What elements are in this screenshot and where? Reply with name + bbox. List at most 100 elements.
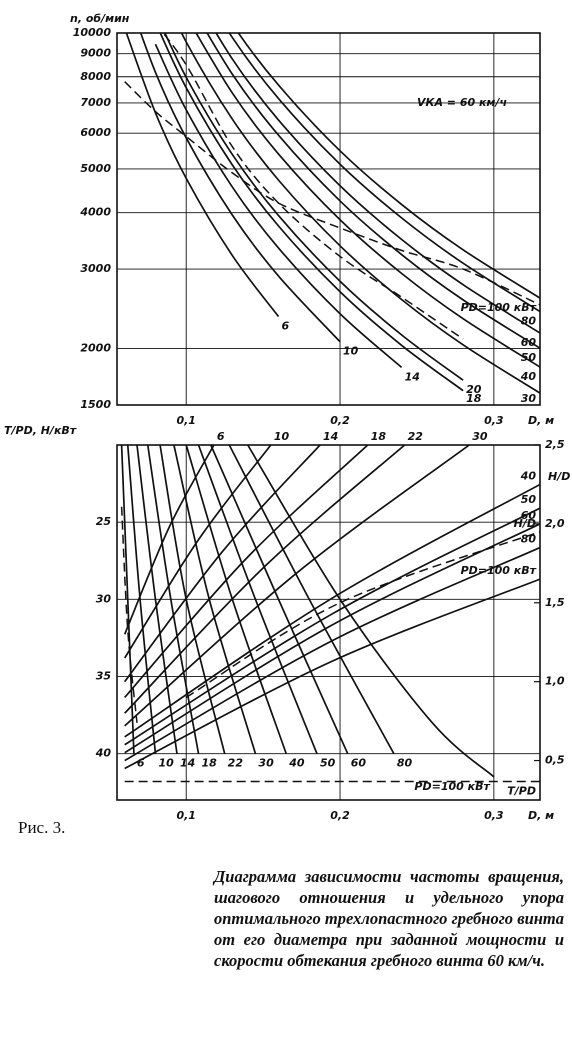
curve: [124, 483, 540, 738]
curve-label: 22: [408, 430, 424, 443]
curve-label: 80: [521, 533, 537, 546]
plot-frame: [116, 32, 541, 406]
curve-label: 40: [520, 370, 537, 383]
curve-label: H/D: [514, 517, 536, 530]
curve: [154, 43, 403, 369]
curve-label: 18: [466, 392, 482, 405]
curve: [159, 33, 464, 392]
y-tick-label: 8000: [80, 70, 111, 83]
curve-label: 60: [521, 509, 537, 522]
curve: [124, 445, 470, 727]
y-tick-label: 4000: [79, 206, 111, 219]
curve: [215, 33, 540, 334]
curve: [247, 445, 495, 778]
curve-label: 6: [282, 320, 290, 333]
curve: [180, 33, 540, 394]
curve: [146, 445, 200, 754]
curve-label: 22: [228, 757, 244, 770]
curve-label: 10: [274, 430, 290, 443]
y2-tick-label: 1,0: [545, 675, 565, 688]
dashed-curve: [185, 531, 540, 699]
x-axis-label: D, м: [528, 414, 554, 427]
curve-label: 60: [351, 757, 367, 770]
figure-caption: Диаграмма зависимости частоты вращения, …: [214, 867, 564, 970]
curve-label: 40: [288, 757, 305, 770]
curve-label: 40: [520, 469, 537, 482]
curve-label: 50: [320, 757, 336, 770]
dashed-curve: [162, 33, 464, 340]
y-tick-label: 1500: [80, 398, 111, 411]
curve: [124, 445, 369, 699]
curve: [136, 445, 178, 754]
curve: [123, 445, 215, 635]
y2-tick-label: 0,5: [545, 754, 565, 767]
x-tick-label: 0,1: [176, 809, 196, 822]
curve-label: 30: [521, 392, 537, 405]
curve: [139, 33, 341, 343]
y-axis-label: n, об/мин: [70, 12, 130, 25]
curve-label: 20: [466, 383, 482, 396]
curve-label: 6: [217, 430, 225, 443]
curve: [126, 445, 157, 754]
curve: [197, 445, 318, 755]
y-tick-label: 5000: [80, 162, 111, 175]
curve: [164, 33, 464, 381]
curve: [123, 445, 272, 659]
nomogram: 1500 2000 3000 4000 5000 6000 7000 8000 9000 1000…: [4, 12, 570, 822]
curve-label: 80: [521, 315, 537, 328]
y2-tick-label: 2,5: [545, 438, 565, 451]
curve: [195, 33, 540, 368]
curve-label: 50: [521, 351, 537, 364]
curve-label: 14: [323, 430, 338, 443]
curve: [124, 546, 540, 762]
curve-label: 10: [343, 345, 359, 358]
y-tick-label: 35: [96, 670, 112, 683]
curve: [125, 33, 280, 318]
curve: [237, 33, 540, 299]
curve-label: PD=100 кВт: [461, 564, 537, 577]
curve-label: 30: [472, 430, 488, 443]
curve: [124, 578, 540, 770]
y2-axis-label: H/D: [548, 470, 570, 483]
y-axis-label: T/PD, Н/кВт: [4, 424, 77, 437]
y-tick-label: 7000: [80, 96, 111, 109]
y2-tick-label: 1,5: [545, 596, 565, 609]
curve-label: 80: [397, 757, 413, 770]
figure-label: Рис. 3.: [18, 818, 66, 837]
x-tick-label: 0,2: [330, 809, 350, 822]
curve: [120, 445, 135, 754]
y-tick-label: 10000: [73, 26, 112, 39]
x-tick-label: 0,3: [484, 414, 504, 427]
curve-label: 18: [202, 757, 218, 770]
curve-label: 10: [158, 757, 174, 770]
curve: [206, 33, 540, 349]
curve: [210, 445, 349, 755]
y-tick-label: 2000: [80, 342, 111, 355]
curve-label: 60: [521, 336, 537, 349]
x-tick-label: 0,2: [330, 414, 350, 427]
curve-label: 14: [180, 757, 195, 770]
y2-tick-label: 2,0: [545, 517, 565, 530]
y-tick-label: 40: [95, 747, 112, 760]
curve-label: 6: [137, 757, 145, 770]
curve: [124, 507, 540, 746]
curve: [228, 445, 395, 755]
y-tick-label: 9000: [80, 47, 111, 60]
curve-label: 50: [521, 493, 537, 506]
annotation: VКА = 60 км/ч: [417, 96, 507, 109]
y-tick-label: 30: [96, 592, 112, 605]
curve: [173, 445, 257, 754]
curve: [228, 33, 540, 313]
curve-label: PD=100 кВт: [414, 780, 490, 793]
curve: [185, 445, 288, 754]
curve: [159, 445, 226, 754]
curve: [124, 445, 321, 683]
x-tick-label: 0,1: [176, 414, 196, 427]
x-tick-label: 0,3: [484, 809, 504, 822]
y-tick-label: 6000: [80, 126, 111, 139]
dashed-curve: [124, 81, 540, 306]
curve-label: 14: [405, 370, 420, 383]
curve-label: 30: [258, 757, 274, 770]
curve-label: 18: [371, 430, 387, 443]
